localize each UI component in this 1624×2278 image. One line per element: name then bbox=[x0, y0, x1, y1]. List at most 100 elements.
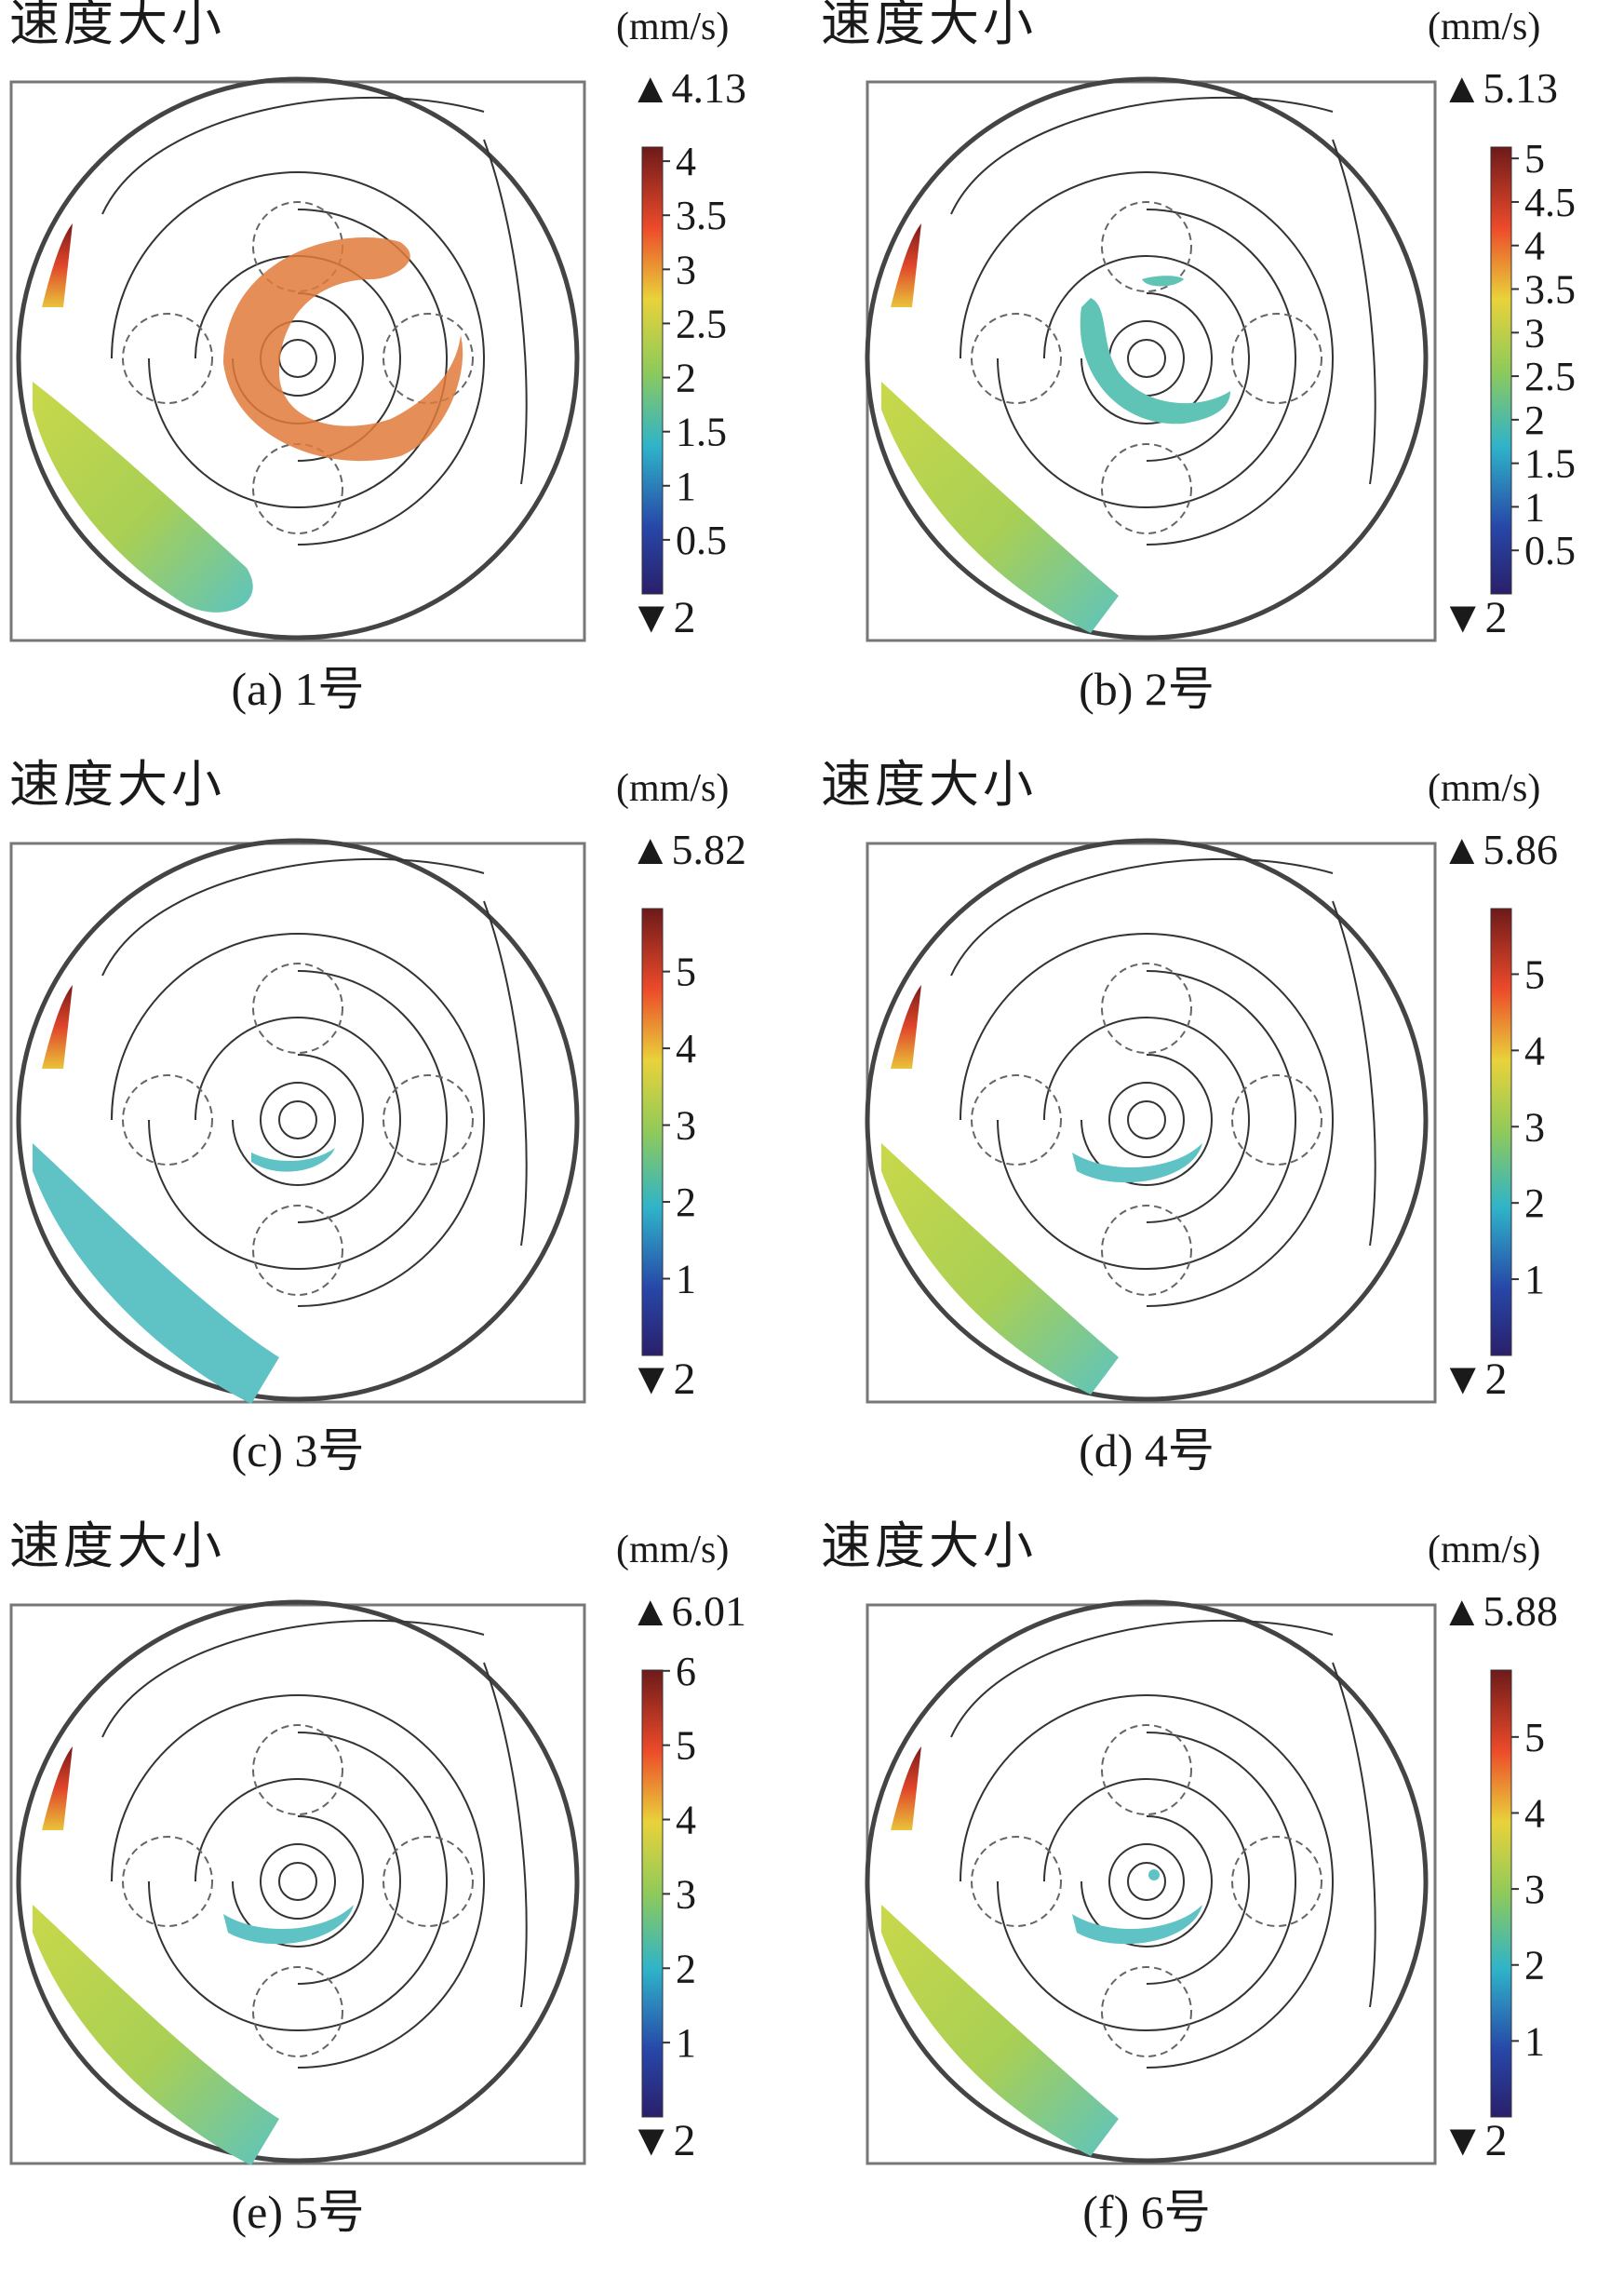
unit-label: (mm/s) bbox=[616, 1529, 730, 1571]
colorbar-tick-label: 5 bbox=[676, 1723, 696, 1769]
panel-caption: (d) 4号 bbox=[1079, 1424, 1215, 1476]
colorbar-tick-label: 1 bbox=[676, 1257, 696, 1302]
outer-tank-circle bbox=[865, 838, 1429, 1402]
spiral-lines bbox=[950, 1619, 1376, 2069]
colorbar-tick-label: 4 bbox=[676, 1798, 696, 1843]
panel-caption: (b) 2号 bbox=[1079, 663, 1215, 715]
colorbar-tick-label: 5 bbox=[676, 950, 696, 995]
colorbar-tick-label: 2 bbox=[1524, 1943, 1545, 1988]
outer-tank-circle bbox=[865, 1599, 1429, 2163]
flow-band bbox=[33, 1143, 279, 1404]
flow-band bbox=[881, 382, 1119, 633]
colorbar-tick-label: 2.5 bbox=[1524, 354, 1576, 399]
panel-title: 速度大小 bbox=[821, 1516, 1037, 1575]
colorbar-tick-label: 3 bbox=[676, 1103, 696, 1149]
spiral-lines bbox=[101, 1619, 528, 2069]
panel-title: 速度大小 bbox=[9, 755, 225, 814]
colorbar bbox=[1490, 146, 1512, 595]
colorbar-tick-label: 5 bbox=[1524, 951, 1545, 997]
panel-title: 速度大小 bbox=[9, 0, 225, 52]
core-flow bbox=[1072, 1143, 1202, 1183]
colorbar-tick-label: 3 bbox=[676, 247, 696, 292]
min-value: ▼2 bbox=[1441, 593, 1508, 642]
colorbar bbox=[1490, 908, 1512, 1356]
colorbar-tick-label: 4 bbox=[1524, 1790, 1545, 1836]
colorbar bbox=[641, 146, 664, 595]
max-value: ▲5.86 bbox=[1441, 826, 1559, 873]
colorbar-tick-label: 5 bbox=[1524, 1715, 1545, 1760]
inlet-jet bbox=[891, 985, 921, 1069]
colorbar-tick-label: 5 bbox=[1524, 136, 1545, 182]
max-value: ▲5.13 bbox=[1441, 64, 1559, 112]
velocity-figure: 5 4 3 2 1 bbox=[9, 838, 696, 1404]
panel-caption: (f) 6号 bbox=[1082, 2186, 1211, 2238]
unit-label: (mm/s) bbox=[616, 6, 730, 48]
unit-label: (mm/s) bbox=[1428, 1529, 1541, 1571]
velocity-figure: 6 5 4 3 2 1 bbox=[9, 1599, 696, 2165]
velocity-figure: 5 4 3 2 1 bbox=[865, 838, 1545, 1404]
spiral-lines bbox=[101, 96, 528, 546]
colorbar-tick-label: 1.5 bbox=[1524, 441, 1576, 487]
dashed-circles bbox=[122, 201, 474, 534]
colorbar-tick-label: 1 bbox=[676, 464, 696, 509]
core-flow bbox=[1080, 298, 1230, 425]
colorbar-tick-label: 0.5 bbox=[1524, 528, 1576, 573]
core-flow bbox=[223, 1905, 354, 1945]
colorbar bbox=[1490, 1669, 1512, 2118]
outer-tank-circle bbox=[16, 76, 580, 640]
velocity-figure: 4 3.5 3 2.5 2 1.5 1 0.5 bbox=[9, 76, 727, 642]
min-value: ▼2 bbox=[1441, 1355, 1508, 1404]
panel-title: 速度大小 bbox=[9, 1516, 225, 1575]
unit-label: (mm/s) bbox=[1428, 6, 1541, 48]
core-flow bbox=[251, 1148, 335, 1172]
min-value: ▼2 bbox=[629, 593, 696, 642]
colorbar-tick-label: 1 bbox=[1524, 484, 1545, 530]
core-flow-small bbox=[1142, 276, 1184, 287]
colorbar-tick-label: 0.5 bbox=[676, 518, 727, 563]
core-flow bbox=[1072, 1905, 1202, 1945]
max-value: ▲5.88 bbox=[1441, 1587, 1559, 1635]
dashed-circles bbox=[122, 963, 474, 1296]
flow-band bbox=[881, 1143, 1119, 1395]
colorbar-ticks: 54.543.532.521.510.5 bbox=[1511, 136, 1576, 573]
frame bbox=[9, 80, 586, 642]
colorbar-tick-label: 2.5 bbox=[676, 301, 727, 346]
dashed-circles bbox=[971, 963, 1322, 1296]
min-value: ▼2 bbox=[1441, 2116, 1508, 2165]
colorbar-tick-label: 4 bbox=[1524, 1028, 1545, 1073]
colorbar-tick-label: 1 bbox=[1524, 1257, 1545, 1302]
inlet-jet bbox=[42, 223, 73, 307]
colorbar-tick-label: 3.5 bbox=[1524, 267, 1576, 313]
panel-title: 速度大小 bbox=[821, 755, 1037, 814]
spiral-lines bbox=[950, 96, 1376, 546]
panel-f: 速度大小 (mm/s) ▲5.88 ▼2 5 4 3 2 1 (f) 6号 bbox=[812, 1516, 1623, 2278]
outer-tank-circle bbox=[865, 76, 1429, 640]
colorbar-tick-label: 4 bbox=[676, 139, 696, 184]
colorbar-tick-label: 1 bbox=[676, 2020, 696, 2066]
colorbar-ticks: 6 5 4 3 2 1 bbox=[663, 1649, 696, 2066]
flow-band bbox=[33, 382, 253, 613]
dashed-circles bbox=[971, 1724, 1322, 2057]
colorbar-tick-label: 2 bbox=[1524, 1180, 1545, 1226]
min-value: ▼2 bbox=[629, 1355, 696, 1404]
max-value: ▲5.82 bbox=[629, 826, 747, 873]
frame bbox=[9, 1603, 586, 2165]
dashed-circles bbox=[971, 201, 1322, 534]
colorbar-tick-label: 4.5 bbox=[1524, 180, 1576, 225]
core-flow-small bbox=[1148, 1869, 1160, 1880]
core-flow bbox=[223, 237, 463, 462]
dashed-circles bbox=[122, 1724, 474, 2057]
colorbar-tick-label: 6 bbox=[676, 1649, 696, 1694]
velocity-figure: 54.543.532.521.510.5 bbox=[865, 76, 1576, 642]
colorbar-tick-label: 3 bbox=[1524, 310, 1545, 356]
panel-caption: (a) 1号 bbox=[231, 663, 365, 715]
colorbar-ticks: 5 4 3 2 1 bbox=[1511, 1715, 1545, 2064]
colorbar bbox=[641, 908, 664, 1356]
max-value: ▲6.01 bbox=[629, 1587, 747, 1635]
panel-e: 速度大小 (mm/s) ▲6.01 ▼2 6 5 4 3 2 1 (e) 5号 bbox=[0, 1516, 812, 2278]
inlet-jet bbox=[891, 223, 921, 307]
flow-band bbox=[881, 1905, 1119, 2156]
panel-title: 速度大小 bbox=[821, 0, 1037, 52]
colorbar-tick-label: 2 bbox=[676, 1179, 696, 1225]
outer-tank-circle bbox=[16, 1599, 580, 2163]
